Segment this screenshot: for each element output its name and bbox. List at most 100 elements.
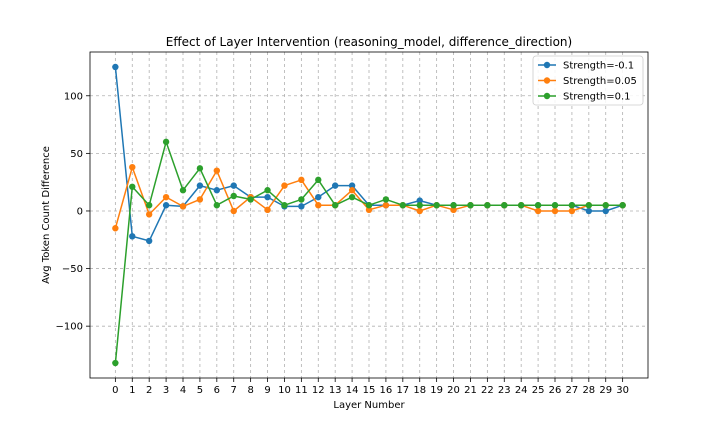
x-tick-label: 4 [180,385,186,396]
x-tick-label: 22 [481,385,494,396]
data-point [145,237,153,245]
data-point [568,202,576,209]
x-tick-label: 7 [231,385,237,396]
legend-marker [543,61,551,69]
x-tick-label: 29 [599,385,612,396]
data-point [416,197,423,204]
data-point [450,206,457,214]
data-point [281,182,288,189]
data-point [179,187,187,194]
data-point [196,182,204,189]
data-point [348,193,356,201]
x-tick-label: 11 [295,385,308,396]
y-tick-label: 50 [70,149,83,160]
data-point [112,225,119,232]
data-point [230,182,237,189]
x-tick-label: 16 [380,385,393,396]
x-tick-label: 1 [129,385,135,396]
data-point [145,211,153,218]
data-point [112,359,119,367]
legend-item: Strength=0.05 [538,76,637,87]
data-point [145,202,153,209]
data-point [348,187,356,194]
data-point [365,202,373,209]
y-axis: −100 −50 0 50 100 [56,91,90,333]
data-point [298,203,305,210]
legend-label: Strength=-0.1 [563,61,634,72]
data-point [382,202,390,209]
x-tick-label: 23 [498,385,511,396]
data-point [585,207,593,215]
data-point [281,202,288,209]
data-point [213,187,221,194]
legend: Strength=-0.1 Strength=0.05 Strength=0.1 [532,55,644,106]
x-tick-label: 28 [582,385,595,396]
x-tick-label: 25 [532,385,545,396]
x-tick-label: 10 [278,385,291,396]
legend-item: Strength=-0.1 [538,61,634,72]
series-group [112,63,626,367]
data-point [264,206,271,214]
data-point [551,207,559,215]
y-tick-label: −50 [62,264,83,275]
data-point [399,202,407,209]
data-point [264,187,271,194]
data-point [433,202,440,209]
data-point [298,176,305,184]
data-point [568,207,576,215]
data-point [365,206,373,214]
data-point [213,202,221,209]
data-point [331,202,339,209]
x-tick-label: 27 [566,385,579,396]
x-tick-label: 3 [163,385,169,396]
data-point [230,207,237,215]
x-tick-label: 6 [214,385,220,396]
data-point [331,182,339,189]
data-point [551,202,559,209]
x-tick-label: 20 [447,385,460,396]
data-point [162,202,170,209]
data-point [264,193,271,201]
chart-title: Effect of Layer Intervention (reasoning_… [166,35,572,49]
legend-label: Strength=0.1 [563,92,631,103]
data-point [298,196,305,203]
data-point [112,63,119,71]
y-tick-label: −100 [56,322,83,333]
data-point [501,202,508,209]
x-tick-label: 0 [112,385,118,396]
x-tick-label: 26 [549,385,562,396]
data-point [467,202,474,209]
y-axis-label: Avg Token Count Difference [41,146,52,284]
data-point [196,165,204,172]
x-tick-label: 18 [413,385,426,396]
data-point [619,202,626,209]
x-tick-label: 15 [363,385,376,396]
x-axis: 0 1 2 3 4 5 6 7 8 9 10 11 12 13 14 15 16 17 18 19 20 21 22 23 24… [112,378,629,396]
data-point [534,207,542,215]
data-point [129,233,136,240]
data-point [602,207,609,215]
x-tick-label: 14 [346,385,359,396]
data-point [416,202,423,209]
data-point [129,183,136,190]
x-tick-label: 21 [464,385,477,396]
data-point [162,138,170,146]
x-tick-label: 24 [515,385,528,396]
y-tick-label: 100 [64,91,83,102]
legend-box [532,55,644,106]
x-tick-label: 12 [312,385,325,396]
legend-marker [543,92,551,100]
data-point [230,192,237,200]
data-point [315,193,322,201]
data-point [213,167,221,174]
x-axis-label: Layer Number [333,400,405,411]
x-tick-label: 9 [264,385,270,396]
data-point [416,207,423,215]
data-point [196,196,204,203]
data-point [162,193,170,201]
data-point [247,196,254,203]
x-tick-label: 19 [430,385,443,396]
y-tick-label: 0 [77,206,83,217]
grid [90,52,648,378]
